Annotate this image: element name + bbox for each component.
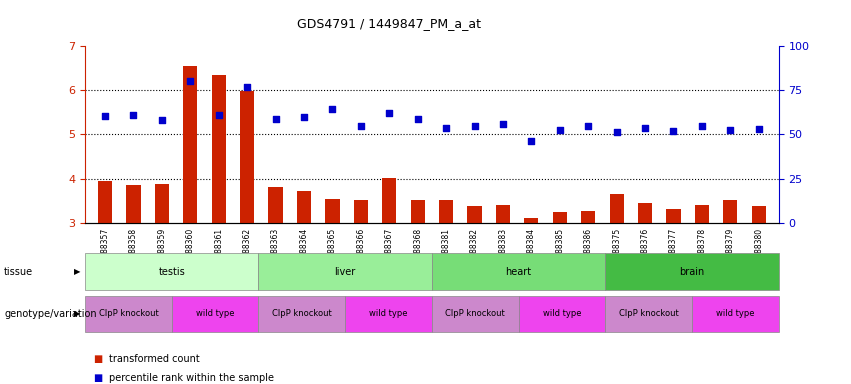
Bar	[581, 211, 596, 223]
Point	[212, 112, 226, 118]
Bar	[183, 66, 197, 223]
Bar	[325, 199, 340, 223]
Point	[468, 122, 482, 129]
Bar	[751, 206, 766, 223]
Bar	[496, 205, 510, 223]
Text: liver: liver	[334, 266, 356, 277]
Text: GDS4791 / 1449847_PM_a_at: GDS4791 / 1449847_PM_a_at	[297, 17, 482, 30]
Text: wild type: wild type	[369, 310, 408, 318]
Text: ▶: ▶	[74, 310, 81, 318]
Point	[723, 127, 737, 133]
Point	[155, 117, 168, 123]
Point	[269, 116, 283, 122]
Point	[439, 125, 453, 131]
Bar	[694, 205, 709, 223]
Text: ClpP knockout: ClpP knockout	[272, 310, 332, 318]
Bar	[638, 203, 652, 223]
Point	[127, 112, 140, 118]
Text: wild type: wild type	[543, 310, 581, 318]
Bar	[552, 212, 567, 223]
Point	[411, 116, 425, 122]
Text: genotype/variation: genotype/variation	[4, 309, 97, 319]
Point	[382, 110, 396, 116]
Point	[240, 84, 254, 90]
Point	[524, 138, 538, 144]
Bar	[467, 206, 482, 223]
Point	[666, 128, 680, 134]
Text: ClpP knockout: ClpP knockout	[445, 310, 505, 318]
Text: wild type: wild type	[716, 310, 755, 318]
Bar	[268, 187, 283, 223]
Text: percentile rank within the sample: percentile rank within the sample	[109, 373, 274, 383]
Bar	[354, 200, 368, 223]
Text: ■: ■	[94, 373, 106, 383]
Point	[297, 114, 311, 120]
Text: ClpP knockout: ClpP knockout	[99, 310, 158, 318]
Bar	[126, 185, 140, 223]
Bar	[609, 194, 624, 223]
Point	[752, 126, 766, 132]
Text: heart: heart	[505, 266, 532, 277]
Bar	[666, 209, 681, 223]
Bar	[524, 218, 539, 223]
Bar	[382, 178, 397, 223]
Text: ▶: ▶	[74, 267, 81, 276]
Point	[496, 121, 510, 127]
Bar	[240, 91, 254, 223]
Bar	[439, 200, 454, 223]
Point	[581, 123, 595, 129]
Point	[184, 78, 197, 84]
Point	[326, 106, 340, 112]
Bar	[297, 191, 311, 223]
Bar	[723, 200, 738, 223]
Point	[553, 127, 567, 133]
Bar	[98, 181, 112, 223]
Text: ■: ■	[94, 354, 106, 364]
Text: transformed count: transformed count	[109, 354, 200, 364]
Point	[695, 123, 709, 129]
Point	[610, 129, 624, 135]
Text: testis: testis	[158, 266, 186, 277]
Point	[354, 122, 368, 129]
Bar	[155, 184, 169, 223]
Text: ClpP knockout: ClpP knockout	[619, 310, 678, 318]
Bar	[212, 75, 226, 223]
Point	[98, 113, 111, 119]
Text: wild type: wild type	[196, 310, 234, 318]
Bar	[410, 200, 425, 223]
Text: brain: brain	[679, 266, 705, 277]
Point	[638, 125, 652, 131]
Text: tissue: tissue	[4, 266, 33, 277]
